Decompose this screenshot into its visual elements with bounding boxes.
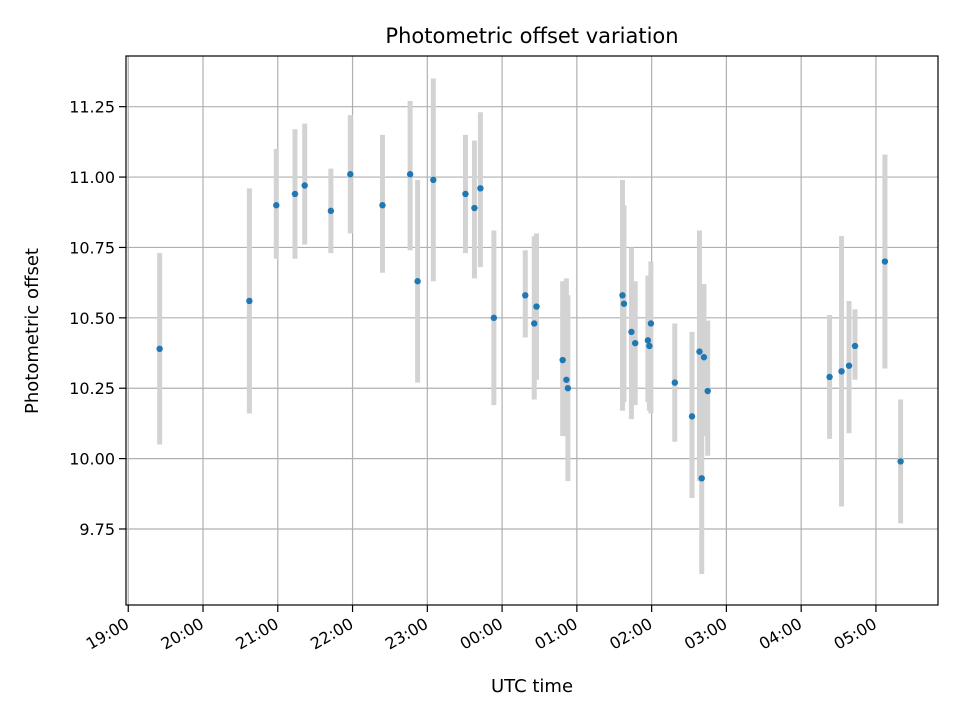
data-point [851, 342, 859, 350]
data-point [273, 202, 280, 209]
data-point [838, 368, 845, 375]
y-tick-label: 10.75 [69, 238, 115, 257]
data-point [406, 171, 414, 178]
data-point [700, 354, 708, 361]
data-point [430, 176, 437, 184]
data-point [897, 458, 904, 465]
data-point [347, 171, 354, 178]
data-point [471, 204, 478, 212]
y-tick-label: 11.00 [69, 168, 115, 187]
data-point [704, 387, 711, 395]
plot-frame [125, 55, 939, 606]
data-point [533, 303, 540, 310]
data-point [845, 362, 853, 369]
y-axis-title: Photometric offset [22, 248, 43, 414]
data-point [301, 182, 308, 189]
data-point [327, 207, 335, 215]
data-point [671, 379, 679, 386]
data-point [881, 258, 889, 265]
data-point [462, 190, 469, 198]
data-point [477, 185, 484, 192]
y-tick-label: 11.25 [69, 98, 115, 117]
data-point [696, 348, 703, 355]
data-points [156, 171, 904, 482]
y-axis-ticks: 9.75 10.00 10.25 10.50 10.75 11.00 11.25 [69, 98, 126, 539]
data-point [698, 475, 705, 482]
data-point [644, 337, 652, 344]
data-point [564, 385, 572, 392]
data-point [563, 376, 570, 383]
data-point [688, 413, 696, 420]
data-point [531, 320, 538, 327]
data-point [291, 190, 299, 198]
y-tick-label: 10.50 [69, 309, 115, 328]
data-point [522, 292, 529, 299]
chart-title: Photometric offset variation [385, 24, 678, 48]
data-point [414, 278, 421, 285]
data-point [620, 300, 628, 307]
data-point [631, 339, 639, 347]
data-point [490, 314, 498, 322]
data-point [156, 345, 163, 352]
data-point [646, 342, 653, 350]
data-point [379, 202, 386, 209]
data-point [246, 297, 253, 305]
data-point [619, 292, 626, 299]
y-tick-label: 10.00 [69, 450, 115, 469]
data-point [647, 320, 655, 327]
y-tick-label: 10.25 [69, 379, 115, 398]
y-tick-label: 9.75 [79, 520, 115, 539]
data-point [628, 328, 635, 336]
data-point [559, 356, 566, 364]
x-axis-title: UTC time [491, 676, 573, 697]
data-point [826, 373, 833, 381]
